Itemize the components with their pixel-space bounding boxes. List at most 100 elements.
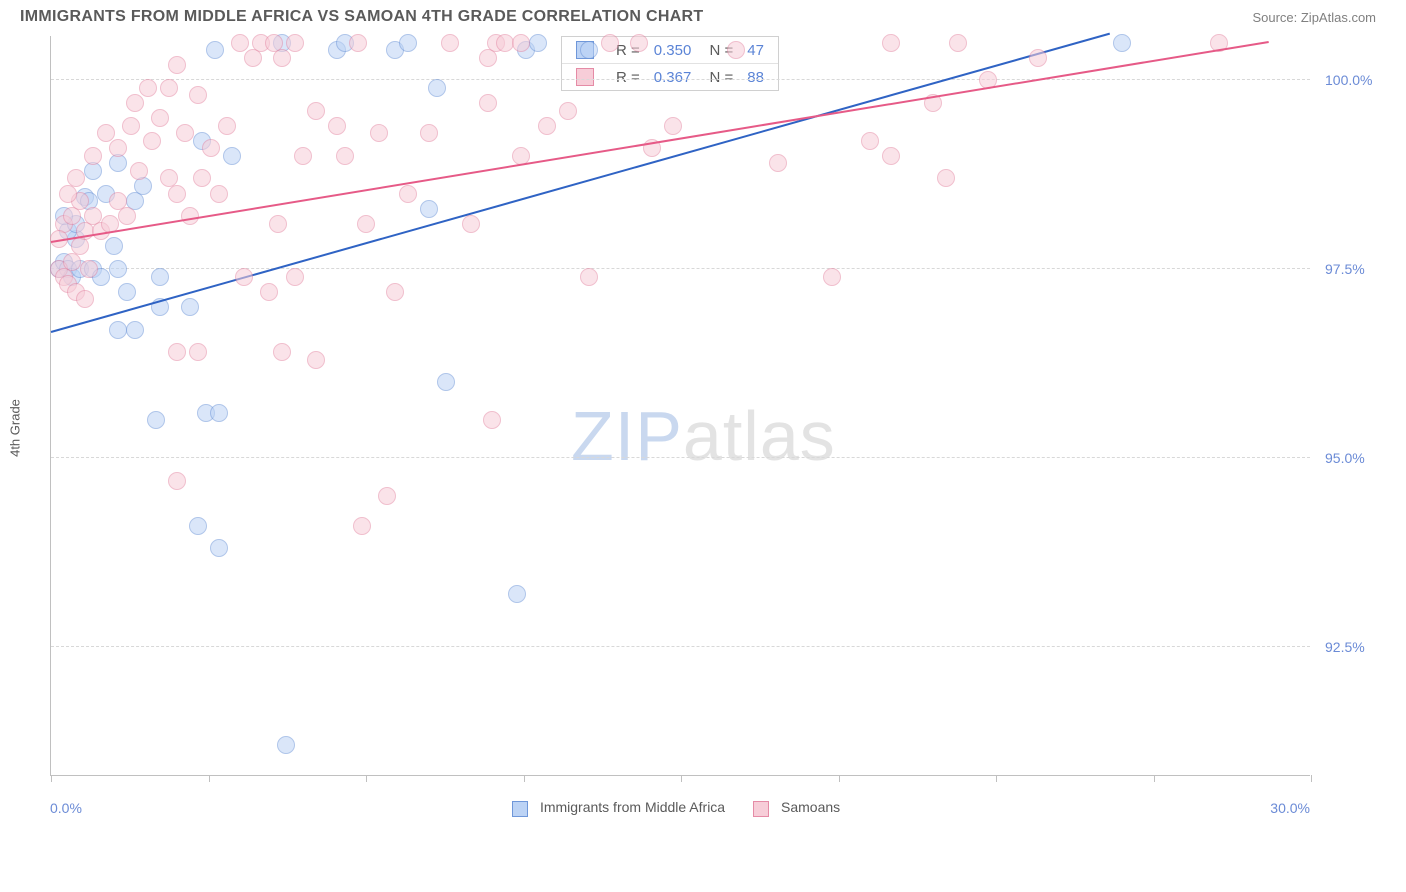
data-point — [601, 34, 619, 52]
x-tick — [839, 775, 840, 782]
x-tick — [1311, 775, 1312, 782]
data-point — [168, 56, 186, 74]
x-tick — [366, 775, 367, 782]
data-point — [143, 132, 161, 150]
y-tick-label: 92.5% — [1325, 639, 1385, 655]
data-point — [353, 517, 371, 535]
data-point — [109, 321, 127, 339]
data-point — [370, 124, 388, 142]
stats-r-1: 0.350 — [654, 42, 692, 59]
y-axis-label: 4th Grade — [8, 399, 23, 457]
data-point — [122, 117, 140, 135]
data-point — [538, 117, 556, 135]
data-point — [210, 185, 228, 203]
data-point — [580, 268, 598, 286]
data-point — [189, 517, 207, 535]
data-point — [328, 117, 346, 135]
y-tick-label: 100.0% — [1325, 72, 1385, 88]
data-point — [202, 139, 220, 157]
stats-r-2: 0.367 — [654, 69, 692, 86]
data-point — [286, 268, 304, 286]
gridline — [51, 79, 1310, 80]
data-point — [386, 283, 404, 301]
x-tick — [209, 775, 210, 782]
data-point — [223, 147, 241, 165]
data-point — [437, 373, 455, 391]
legend-swatch-1 — [512, 801, 528, 817]
data-point — [160, 79, 178, 97]
stats-row-series2: R = 0.367 N = 88 — [562, 64, 778, 90]
watermark-part-a: ZIP — [571, 397, 683, 475]
data-point — [294, 147, 312, 165]
x-tick — [524, 775, 525, 782]
data-point — [462, 215, 480, 233]
watermark: ZIPatlas — [571, 396, 836, 476]
data-point — [307, 351, 325, 369]
legend-label-1: Immigrants from Middle Africa — [540, 799, 725, 815]
data-point — [336, 147, 354, 165]
data-point — [109, 260, 127, 278]
legend-label-2: Samoans — [781, 799, 840, 815]
data-point — [67, 169, 85, 187]
data-point — [357, 215, 375, 233]
data-point — [76, 290, 94, 308]
chart-title: IMMIGRANTS FROM MIDDLE AFRICA VS SAMOAN … — [20, 8, 703, 26]
data-point — [512, 34, 530, 52]
data-point — [130, 162, 148, 180]
data-point — [168, 343, 186, 361]
data-point — [441, 34, 459, 52]
data-point — [118, 207, 136, 225]
legend-item-2: Samoans — [753, 799, 840, 816]
x-axis-min: 0.0% — [50, 800, 82, 816]
data-point — [189, 86, 207, 104]
x-tick — [1154, 775, 1155, 782]
data-point — [399, 34, 417, 52]
stats-n-1: 47 — [747, 42, 764, 59]
data-point — [218, 117, 236, 135]
y-tick-label: 97.5% — [1325, 261, 1385, 277]
data-point — [168, 185, 186, 203]
data-point — [882, 147, 900, 165]
data-point — [479, 94, 497, 112]
x-tick — [996, 775, 997, 782]
legend-item-1: Immigrants from Middle Africa — [512, 799, 725, 816]
data-point — [126, 321, 144, 339]
x-tick — [51, 775, 52, 782]
data-point — [307, 102, 325, 120]
data-point — [882, 34, 900, 52]
data-point — [126, 94, 144, 112]
data-point — [273, 343, 291, 361]
data-point — [727, 41, 745, 59]
data-point — [151, 268, 169, 286]
data-point — [378, 487, 396, 505]
data-point — [823, 268, 841, 286]
data-point — [71, 237, 89, 255]
plot-area: ZIPatlas R = 0.350 N = 47 R = 0.367 N = … — [50, 36, 1310, 776]
data-point — [769, 154, 787, 172]
x-tick — [681, 775, 682, 782]
data-point — [118, 283, 136, 301]
data-point — [861, 132, 879, 150]
data-point — [349, 34, 367, 52]
data-point — [151, 109, 169, 127]
data-point — [949, 34, 967, 52]
data-point — [206, 41, 224, 59]
data-point — [937, 169, 955, 187]
legend-swatch-2 — [753, 801, 769, 817]
data-point — [231, 34, 249, 52]
data-point — [168, 472, 186, 490]
gridline — [51, 646, 1310, 647]
data-point — [483, 411, 501, 429]
data-point — [105, 237, 123, 255]
data-point — [210, 539, 228, 557]
data-point — [1029, 49, 1047, 67]
data-point — [109, 139, 127, 157]
legend-bottom: Immigrants from Middle Africa Samoans — [512, 799, 840, 816]
data-point — [428, 79, 446, 97]
data-point — [1113, 34, 1131, 52]
data-point — [97, 124, 115, 142]
data-point — [580, 41, 598, 59]
data-point — [84, 147, 102, 165]
data-point — [269, 215, 287, 233]
data-point — [420, 124, 438, 142]
